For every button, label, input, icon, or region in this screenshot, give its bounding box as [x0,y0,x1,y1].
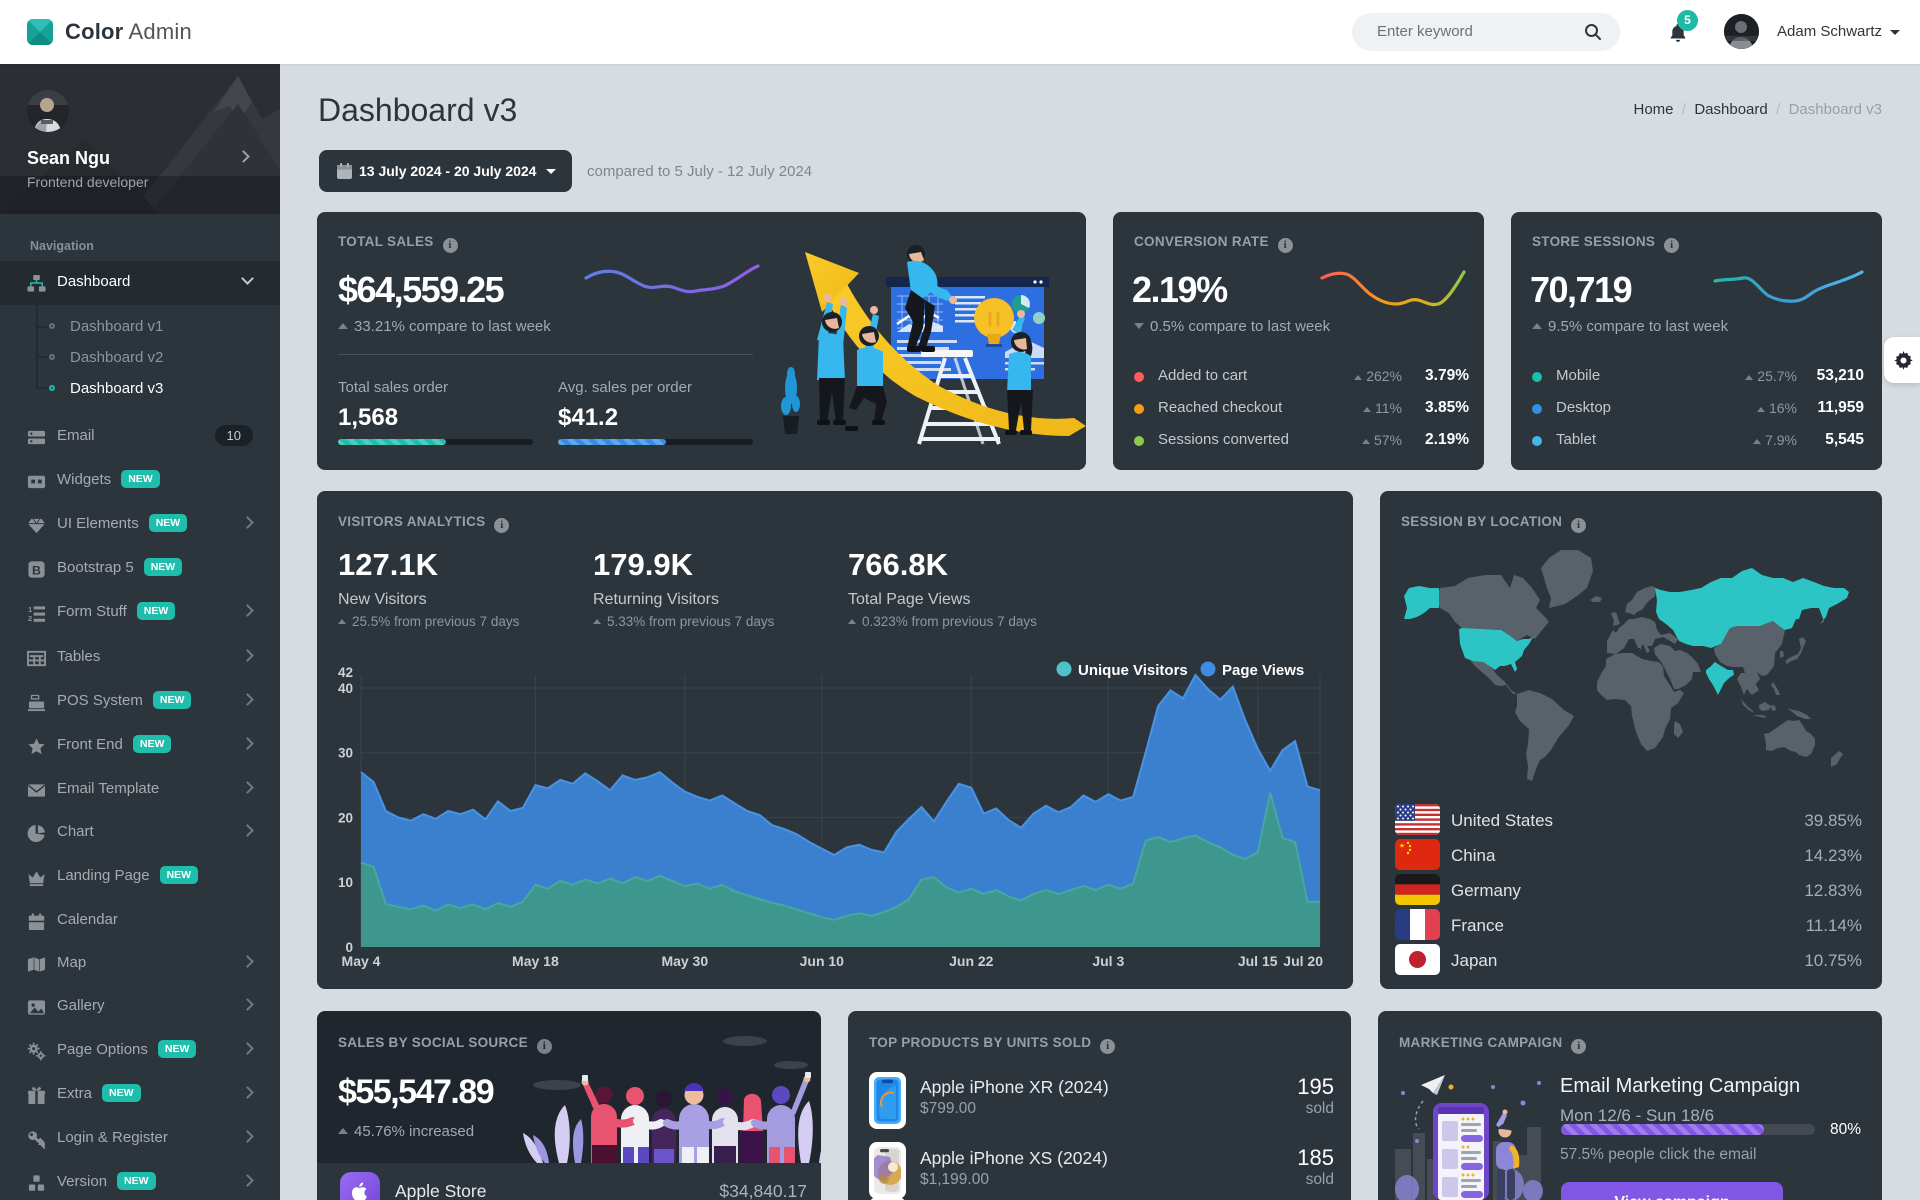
svg-text:Jul 20: Jul 20 [1283,953,1323,969]
svg-text:Page Views: Page Views [1222,662,1304,679]
svg-text:Jun 10: Jun 10 [800,953,845,969]
svg-text:Jul 15: Jul 15 [1238,953,1278,969]
svg-text:30: 30 [338,746,353,761]
svg-text:10: 10 [338,875,353,890]
svg-text:2: 2 [28,614,32,623]
svg-text:40: 40 [338,681,353,696]
svg-text:1: 1 [28,605,33,614]
svg-text:May 30: May 30 [661,953,708,969]
svg-text:0: 0 [345,940,353,955]
svg-text:May 18: May 18 [512,953,559,969]
svg-text:Jun 22: Jun 22 [949,953,994,969]
svg-text:Jul 3: Jul 3 [1092,953,1124,969]
svg-text:42: 42 [338,665,353,680]
svg-text:Unique Visitors: Unique Visitors [1078,662,1188,679]
svg-text:May 4: May 4 [342,953,381,969]
svg-text:B: B [32,563,41,577]
svg-text:20: 20 [338,811,353,826]
